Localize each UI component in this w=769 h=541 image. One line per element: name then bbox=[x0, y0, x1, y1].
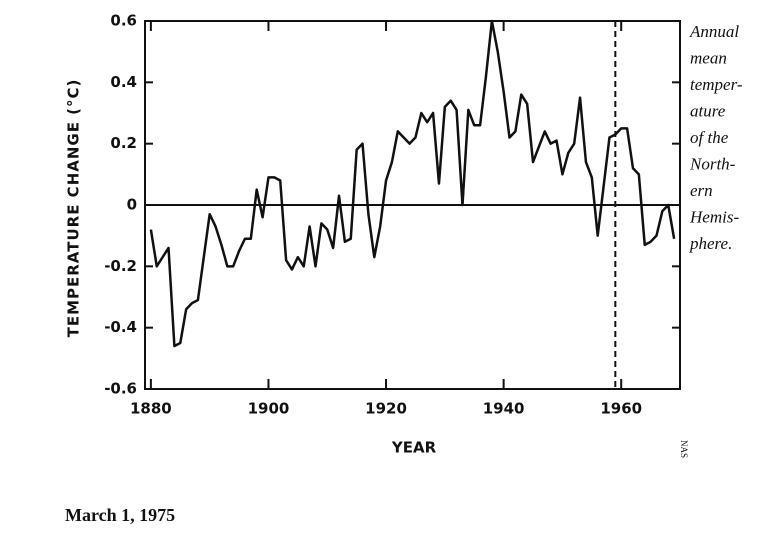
annotation-line: Hemis- bbox=[689, 207, 739, 226]
x-tick-label: 1900 bbox=[248, 400, 290, 418]
annotation-line: ern bbox=[690, 181, 713, 200]
annotation-line: mean bbox=[690, 48, 727, 67]
x-tick-label: 1940 bbox=[483, 400, 525, 418]
x-tick-label: 1960 bbox=[600, 400, 642, 418]
data-line bbox=[149, 19, 676, 348]
annotation-line: of the bbox=[690, 128, 729, 147]
credit: NAS bbox=[679, 440, 689, 458]
y-tick-label: -0.4 bbox=[104, 318, 137, 336]
y-tick-label: 0.4 bbox=[110, 73, 137, 91]
x-tick-label: 1920 bbox=[365, 400, 407, 418]
annotation-line: North- bbox=[689, 154, 736, 173]
x-tick-label: 1880 bbox=[130, 400, 172, 418]
annotation-line: Annual bbox=[689, 22, 739, 41]
y-tick-label: -0.2 bbox=[104, 257, 137, 275]
y-tick-label: 0 bbox=[127, 196, 137, 214]
annotation-line: phere. bbox=[689, 234, 732, 253]
y-tick-label: -0.6 bbox=[104, 380, 137, 398]
y-tick-label: 0.6 bbox=[110, 12, 137, 30]
annotation-line: temper- bbox=[690, 75, 743, 94]
y-tick-label: 0.2 bbox=[110, 134, 137, 152]
x-axis-label: YEAR bbox=[391, 439, 437, 457]
date: March 1, 1975 bbox=[65, 505, 175, 525]
y-axis-label: TEMPERATURE CHANGE (°C) bbox=[65, 79, 83, 338]
annotation-line: ature bbox=[690, 101, 726, 120]
